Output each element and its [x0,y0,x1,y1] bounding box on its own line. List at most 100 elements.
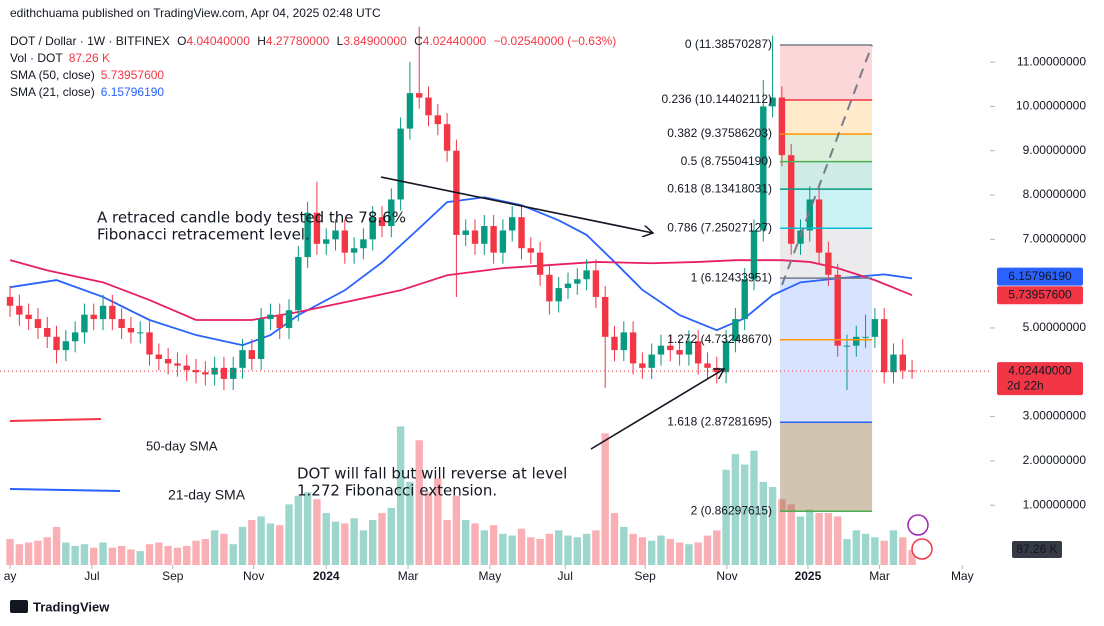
candle-body [704,363,711,368]
candle-body [490,226,497,253]
candle-body [518,217,525,249]
x-tick-label: Mar [398,569,419,583]
ohlc-key: L [337,34,344,48]
x-tick-label: Sep [635,569,657,583]
candle-body [815,199,823,253]
candle-body [760,106,767,231]
volume-bar [52,526,61,565]
x-tick-label: May [951,569,974,583]
volume-bar [527,537,535,565]
candle-body [871,319,879,337]
candle-body [25,314,32,320]
candle-body [880,319,888,373]
candle-body [787,155,795,244]
y-tick-label: 7.00000000 [1023,232,1087,246]
annotation: 21-day SMA [168,487,246,503]
volume-bar [173,547,182,565]
candle-body [499,230,507,253]
volume-bar [480,530,489,565]
candle-body [750,230,758,280]
plot: 11.00000000 10.00000000 9.00000000 8.000000… [0,26,1087,583]
symbol: DOT / Dollar · 1W · BITFINEX [10,34,170,48]
candle-body [53,336,60,351]
candle-body [360,239,367,249]
volume-bar [806,509,814,565]
volume-bar [90,547,98,565]
annotation: DOT will fall but will reverse at level [297,465,567,483]
volume-bar [117,545,126,565]
volume-bar [703,535,712,565]
ohlc-key: O [177,34,186,48]
volume-bar [722,469,730,565]
volume-bar [210,530,219,565]
y-tick-label: 2.00000000 [1023,453,1087,467]
volume-bar [201,539,210,565]
y-tick-label: 1.00000000 [1023,497,1087,511]
volume-bar [127,549,135,565]
volume-label: 87.26 K [1016,542,1057,556]
volume-bar [647,540,656,565]
x-tick-label: Sep [162,569,184,583]
candle-body [853,336,860,346]
volume-bar [276,525,284,565]
volume-bar [555,530,563,565]
volume-bar [843,539,851,565]
candle-body [732,319,739,342]
countdown: 2d 22h [1007,378,1044,392]
candle-body [369,217,376,240]
volume-bar [462,519,470,565]
x-tick-label: Jul [558,569,573,583]
candle-body [323,239,330,244]
volume-bar [192,540,200,565]
volume-bar [99,542,107,565]
volume-bar [824,513,833,565]
fib-label: 1 (6.12433951) [691,270,772,284]
volume-bar [155,542,163,565]
volume-label: Vol · DOT [10,51,63,65]
candle-body [536,252,544,275]
x-tick-label: Jul [84,569,99,583]
volume-bar [443,519,451,565]
volume-bar [573,537,581,565]
volume-bar [257,516,265,565]
volume-bar [815,513,823,565]
candle-body [146,332,153,355]
sma-value: 6.15796190 [101,85,165,99]
icon[interactable] [911,538,933,560]
candle-body [127,327,135,333]
fib-label: 0.618 (8.13418031) [667,181,772,195]
volume-bar [6,539,14,565]
volume-bar [164,545,172,565]
candle-body [648,354,655,368]
volume-bar [80,544,89,565]
volume-bar [852,530,860,565]
candle-body [90,314,97,320]
volume-bar [685,544,693,565]
volume-bar [601,433,609,565]
annotation: Fibonacci retracement level. [97,226,310,244]
candle-body [109,305,116,320]
volume-bar [889,530,898,565]
candle-body [285,310,293,328]
candle-body [16,305,23,315]
volume-bar [369,519,377,565]
sma-label: SMA (21, close) [10,85,95,99]
legend-line: SMA (50, close) 5.73957600 [10,68,164,82]
volume-bar [768,487,777,565]
candle-body [462,230,469,235]
candle-body [267,314,274,320]
volume-bar [359,530,368,565]
y-tick-label: 5.00000000 [1023,320,1087,334]
candle-body [583,270,590,280]
volume-bar [378,513,386,565]
x-tick-label: Mar [869,569,890,583]
icon[interactable] [907,514,929,536]
volume-bar [145,544,154,565]
volume-bar [396,426,405,565]
annotation: A retraced candle body tested the 78.6% [97,209,406,227]
volume-bar [266,523,275,565]
volume-bar [62,542,70,565]
volume-bar [833,516,842,565]
candle-body [825,252,832,275]
x-tick-label: ay [4,569,17,583]
